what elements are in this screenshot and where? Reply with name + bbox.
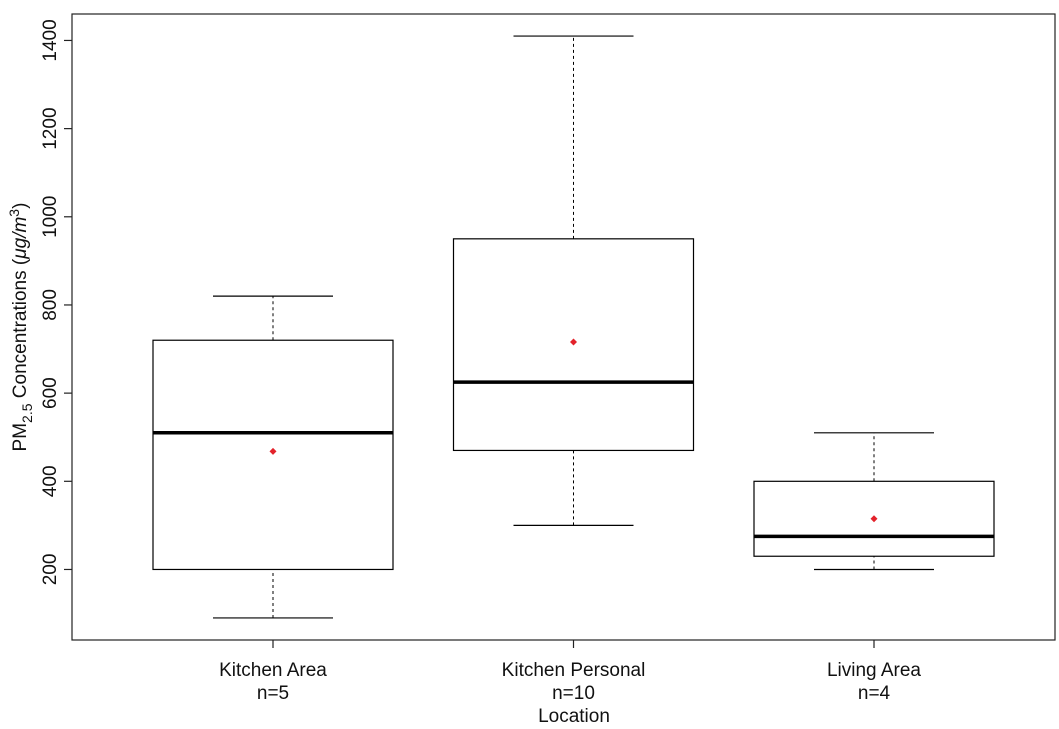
y-label-part: PM (10, 423, 31, 452)
x-axis-label: Location (538, 706, 610, 727)
y-tick-label: 600 (40, 377, 61, 409)
y-axis-label: PM2.5 Concentrations (μg/m3) (6, 203, 35, 452)
x-tick-label: Kitchen Personal (502, 660, 646, 681)
y-tick-label: 1000 (40, 196, 61, 238)
y-label-part: ) (10, 203, 31, 209)
x-tick-label: Living Area (827, 660, 921, 681)
y-tick-label: 400 (40, 465, 61, 497)
box (452, 238, 695, 452)
n-label: n=10 (552, 683, 595, 704)
y-label-part: μg/m (10, 217, 31, 260)
y-label-part: 3 (6, 209, 22, 217)
y-label-part: 2.5 (19, 403, 35, 423)
y-tick-label: 1400 (40, 19, 61, 61)
y-label-part: Concentrations ( (10, 258, 31, 403)
y-tick-label: 1200 (40, 107, 61, 149)
mean-point (269, 447, 277, 455)
box (152, 339, 394, 571)
mean-point (570, 338, 577, 346)
n-label: n=4 (858, 683, 891, 704)
y-tick-label: 200 (40, 554, 61, 586)
x-tick-label: Kitchen Area (219, 660, 327, 681)
n-label: n=5 (257, 683, 289, 704)
plot-frame (71, 13, 1056, 641)
mean-point (870, 515, 878, 523)
box (753, 480, 995, 557)
y-tick-label: 800 (40, 289, 61, 321)
